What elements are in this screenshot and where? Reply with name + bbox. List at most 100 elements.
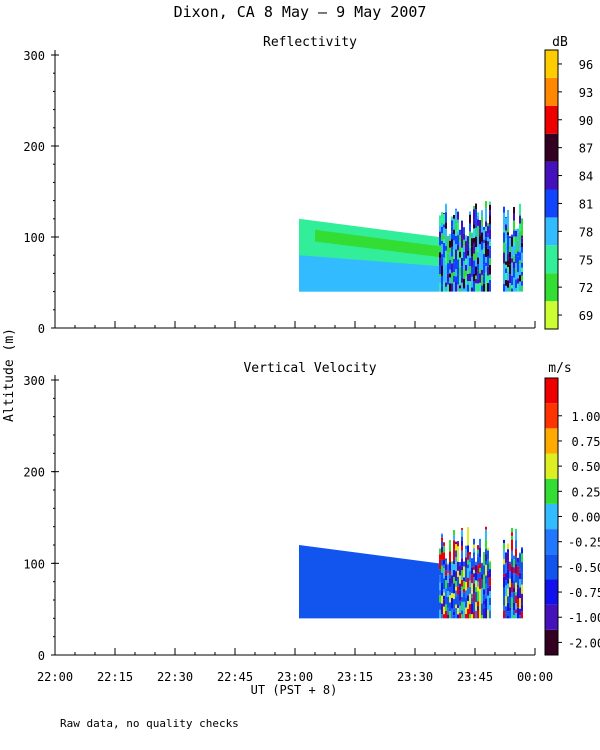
cell <box>473 566 475 570</box>
cell <box>447 562 449 565</box>
cell <box>465 545 467 550</box>
cell <box>457 274 459 285</box>
cell <box>443 549 445 553</box>
cell <box>513 255 515 262</box>
cell <box>481 574 483 580</box>
cell <box>453 540 455 550</box>
colorbar-label: -1.00 <box>568 611 600 625</box>
cell <box>483 608 485 619</box>
cell <box>517 251 519 257</box>
cell <box>473 209 475 220</box>
cell <box>515 229 517 231</box>
cell <box>481 274 483 286</box>
cell <box>481 259 483 270</box>
cell <box>469 604 471 614</box>
cell <box>469 273 471 282</box>
cell <box>465 613 467 619</box>
cell <box>479 262 481 269</box>
cell <box>453 564 455 570</box>
cell <box>455 249 457 260</box>
cell <box>485 575 487 584</box>
cell <box>519 203 521 210</box>
cell <box>483 273 485 277</box>
colorbar-swatch <box>545 189 558 218</box>
cell <box>451 575 453 584</box>
cell <box>509 610 511 619</box>
cell <box>507 287 509 292</box>
cell <box>521 549 523 554</box>
cell <box>467 236 469 245</box>
cell <box>519 587 521 599</box>
cell <box>509 236 511 238</box>
cell <box>515 279 517 288</box>
cell <box>459 257 461 268</box>
cell <box>457 541 459 543</box>
cell <box>457 223 459 233</box>
cell <box>515 230 517 237</box>
cell <box>451 608 453 619</box>
cell <box>477 236 479 248</box>
cell <box>471 560 473 568</box>
cell <box>455 590 457 598</box>
region-cluster-2 <box>503 203 523 292</box>
colorbar-label: -2.00 <box>568 636 600 650</box>
cell <box>447 263 449 274</box>
cell <box>487 558 489 564</box>
cell <box>513 614 515 619</box>
y-axis-label: Altitude (m) <box>2 328 17 422</box>
cell <box>489 249 491 259</box>
cell <box>521 267 523 273</box>
cell <box>455 224 457 231</box>
cell <box>487 587 489 596</box>
cell <box>473 544 475 549</box>
cell <box>453 250 455 260</box>
cell <box>441 614 443 619</box>
cell <box>487 275 489 283</box>
cell <box>443 227 445 236</box>
cell <box>449 540 451 544</box>
cell <box>445 264 447 276</box>
cell <box>515 556 517 564</box>
cell <box>487 563 489 572</box>
cell <box>469 580 471 587</box>
cell <box>463 251 465 261</box>
cell <box>503 229 505 233</box>
colorbar-swatch <box>545 301 558 329</box>
cell <box>449 587 451 593</box>
cell <box>511 250 513 259</box>
cell <box>465 284 467 292</box>
cell <box>517 584 519 589</box>
cell <box>513 230 515 237</box>
cell <box>441 565 443 573</box>
cell <box>441 248 443 255</box>
cell <box>513 220 515 231</box>
cell <box>455 244 457 250</box>
cell <box>515 573 517 583</box>
cell <box>473 242 475 254</box>
cell <box>455 259 457 270</box>
cell <box>475 209 477 218</box>
cell <box>487 595 489 603</box>
cell <box>521 238 523 243</box>
cell <box>449 259 451 270</box>
y-tick-label: 100 <box>23 231 45 245</box>
cell <box>517 607 519 619</box>
cell <box>463 601 465 611</box>
cell <box>473 253 475 261</box>
colorbar-swatch <box>545 217 558 246</box>
cell <box>489 215 491 225</box>
cell <box>503 587 505 599</box>
colorbar-swatch <box>545 478 558 504</box>
cell <box>471 558 473 561</box>
cell <box>455 556 457 563</box>
cell <box>441 595 443 604</box>
cell <box>441 285 443 292</box>
cell <box>487 602 489 610</box>
cell <box>451 250 453 257</box>
cell <box>443 281 445 292</box>
cell <box>485 529 487 540</box>
cell <box>481 603 483 607</box>
cell <box>521 553 523 563</box>
cell <box>477 591 479 602</box>
cell <box>503 598 505 606</box>
